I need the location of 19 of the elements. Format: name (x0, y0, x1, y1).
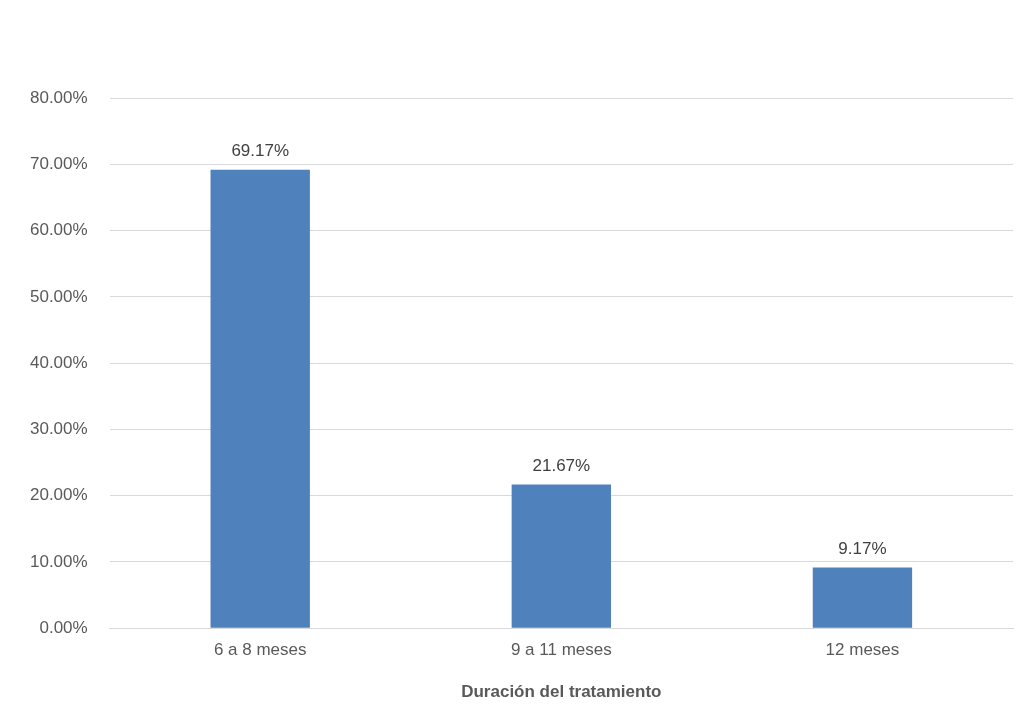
data-label: 69.17% (231, 140, 290, 160)
x-tick-label: 6 a 8 meses (213, 640, 307, 660)
y-tick-label: 30.00% (29, 419, 88, 439)
x-axis-title: Duración del tratamiento (461, 682, 662, 702)
x-tick-label: 9 a 11 meses (510, 640, 612, 660)
y-tick-label: 70.00% (29, 153, 88, 173)
data-label: 21.67% (532, 455, 591, 475)
y-tick-label: 60.00% (29, 220, 88, 240)
x-tick-label: 12 meses (825, 640, 900, 660)
y-tick-label: 80.00% (29, 87, 88, 107)
bar (511, 484, 612, 628)
bar (210, 169, 310, 628)
y-tick-label: 0.00% (39, 617, 88, 637)
y-tick-label: 10.00% (29, 551, 88, 571)
y-tick-label: 40.00% (29, 352, 88, 372)
data-label: 9.17% (838, 538, 887, 558)
y-tick-label: 20.00% (29, 485, 88, 505)
bar (812, 567, 913, 628)
y-tick-label: 50.00% (29, 286, 88, 306)
